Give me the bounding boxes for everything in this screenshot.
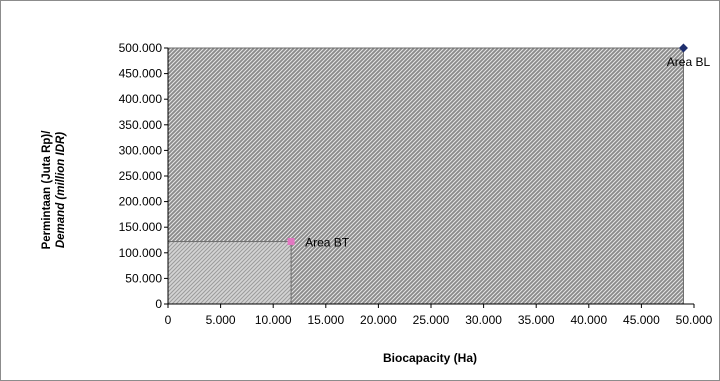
area-bl-label: Area BL <box>667 55 711 69</box>
y-tick-label: 250.000 <box>119 169 163 183</box>
x-axis-label: Biocapacity (Ha) <box>383 351 477 365</box>
y-tick-label: 150.000 <box>119 220 163 234</box>
y-tick-label: 0 <box>155 297 162 311</box>
x-tick-label: 35.000 <box>518 313 555 327</box>
y-axis-ticks: 0 50.000 100.000 150.000 200.000 250.000 300.0… <box>119 41 168 311</box>
x-tick-label: 10.000 <box>255 313 292 327</box>
x-tick-label: 40.000 <box>570 313 607 327</box>
x-tick-label: 30.000 <box>465 313 502 327</box>
x-tick-label: 25.000 <box>413 313 450 327</box>
y-tick-label: 500.000 <box>119 41 163 55</box>
y-tick-label: 300.000 <box>119 143 163 157</box>
x-axis-ticks: 0 5.000 10.000 15.000 20.000 25.000 30.000 35.0… <box>165 304 713 327</box>
x-tick-label: 0 <box>165 313 172 327</box>
area-bt-label: Area BT <box>305 236 350 250</box>
x-tick-label: 5.000 <box>206 313 236 327</box>
area-bt-region <box>168 242 291 304</box>
shaded-areas <box>168 48 683 304</box>
y-tick-label: 200.000 <box>119 195 163 209</box>
y-tick-label: 50.000 <box>125 271 162 285</box>
x-tick-label: 20.000 <box>360 313 397 327</box>
area-bt-point <box>288 238 295 245</box>
y-tick-label: 450.000 <box>119 67 163 81</box>
y-axis-label-line2: Demand (million IDR) <box>55 132 67 248</box>
y-tick-label: 100.000 <box>119 246 163 260</box>
x-tick-label: 45.000 <box>623 313 660 327</box>
x-tick-label: 15.000 <box>307 313 344 327</box>
y-axis-label-line1: Permintaan (Juta Rp)/ <box>41 130 53 250</box>
x-tick-label: 50.000 <box>676 313 713 327</box>
y-tick-label: 350.000 <box>119 118 163 132</box>
y-tick-label: 400.000 <box>119 92 163 106</box>
